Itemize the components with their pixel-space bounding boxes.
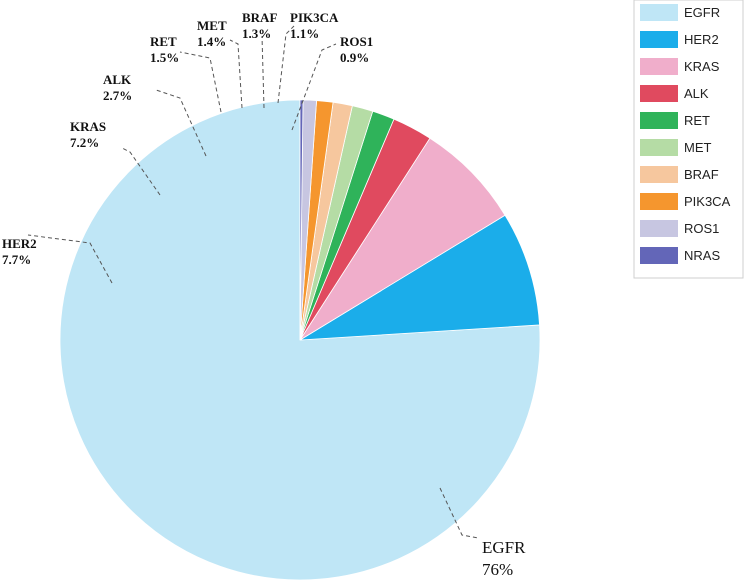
leader-line-ros1 xyxy=(291,43,337,131)
slice-label-value-kras: 7.2% xyxy=(70,135,99,150)
slice-kras xyxy=(299,137,506,341)
legend-label-her2: HER2 xyxy=(684,32,719,47)
legend-swatch-braf xyxy=(640,166,678,183)
slice-label-name-ros1: ROS1 xyxy=(340,34,373,49)
slice-label-name-ret: RET xyxy=(150,34,177,49)
legend-label-nras: NRAS xyxy=(684,248,720,263)
leader-line-met xyxy=(229,39,243,109)
leader-line-kras xyxy=(121,147,161,196)
legend-label-ret: RET xyxy=(684,113,710,128)
slice-label-name-kras: KRAS xyxy=(70,119,106,134)
slice-label-value-ros1: 0.9% xyxy=(340,50,369,65)
leader-lines xyxy=(27,25,479,539)
slice-label-value-alk: 2.7% xyxy=(103,88,132,103)
legend-label-kras: KRAS xyxy=(684,59,720,74)
slice-egfr xyxy=(59,99,541,581)
slice-label-name-her2: HER2 xyxy=(2,236,37,251)
slice-label-name-braf: BRAF xyxy=(242,10,277,25)
legend-label-braf: BRAF xyxy=(684,167,719,182)
slice-label-value-met: 1.4% xyxy=(197,34,226,49)
legend-label-ros1: ROS1 xyxy=(684,221,719,236)
legend-label-met: MET xyxy=(684,140,712,155)
pie-slices xyxy=(59,99,541,581)
slice-label-name-pik3ca: PIK3CA xyxy=(290,10,339,25)
slice-label-value-egfr: 76% xyxy=(482,560,513,579)
slice-label-name-egfr: EGFR xyxy=(482,538,526,557)
slice-label-value-ret: 1.5% xyxy=(150,50,179,65)
legend-swatch-met xyxy=(640,139,678,156)
leader-line-braf xyxy=(261,35,265,109)
legend-label-egfr: EGFR xyxy=(684,5,720,20)
legend-swatch-ros1 xyxy=(640,220,678,237)
slice-label-value-her2: 7.7% xyxy=(2,252,31,267)
slice-label-value-braf: 1.3% xyxy=(242,26,271,41)
leader-line-her2 xyxy=(27,234,113,284)
legend: EGFR HER2 KRAS ALK RET MET BRAF PIK3CA ROS1 NRAS xyxy=(633,0,744,279)
legend-swatch-nras xyxy=(640,247,678,264)
legend-swatch-ret xyxy=(640,112,678,129)
leader-line-ret xyxy=(179,51,222,113)
slice-label-value-pik3ca: 1.1% xyxy=(290,26,319,41)
legend-swatch-alk xyxy=(640,85,678,102)
legend-swatch-pik3ca xyxy=(640,193,678,210)
legend-label-pik3ca: PIK3CA xyxy=(684,194,731,209)
legend-swatch-kras xyxy=(640,58,678,75)
slice-label-name-alk: ALK xyxy=(103,72,132,87)
legend-frame xyxy=(633,0,744,279)
leader-line-pik3ca xyxy=(277,25,295,104)
leader-line-egfr xyxy=(439,487,479,539)
legend-swatch-egfr xyxy=(640,4,678,21)
slice-label-name-met: MET xyxy=(197,18,227,33)
leader-line-alk xyxy=(155,89,207,157)
legend-swatch-her2 xyxy=(640,31,678,48)
slice-her2 xyxy=(299,214,540,341)
legend-label-alk: ALK xyxy=(684,86,709,101)
